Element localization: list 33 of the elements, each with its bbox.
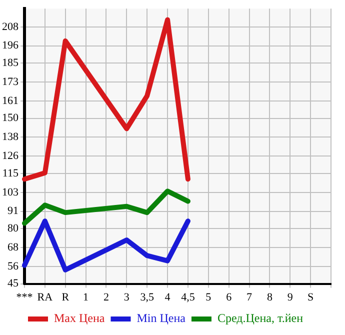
y-tick-label: 45 <box>8 278 19 290</box>
x-tick-label: R <box>62 291 70 304</box>
y-tick-label: 126 <box>2 150 19 162</box>
x-tick-label: 8 <box>266 291 273 304</box>
x-tick-label: S <box>308 291 314 304</box>
y-tick-label: 91 <box>8 205 18 218</box>
y-tick-label: 173 <box>2 76 19 88</box>
x-tick-label: *** <box>16 291 33 304</box>
y-tick-label: 150 <box>2 112 19 124</box>
y-tick-label: 56 <box>8 260 19 272</box>
y-tick-label: 103 <box>2 186 19 198</box>
y-tick-label: 196 <box>2 40 19 52</box>
y-tick-label: 138 <box>2 131 19 144</box>
legend-label: Min Цена <box>136 311 186 326</box>
x-tick-label: 1 <box>83 291 89 304</box>
y-tick-label: 115 <box>2 167 19 180</box>
x-tick-label: 4,5 <box>181 291 196 304</box>
x-tick-label: 6 <box>226 291 232 304</box>
x-tick-label: 9 <box>287 291 294 304</box>
y-tick-label: 185 <box>2 57 19 70</box>
y-tick-label: 68 <box>8 241 19 254</box>
x-tick-label: 5 <box>206 291 212 304</box>
x-tick-label: 7 <box>246 291 253 304</box>
y-tick-label: 208 <box>2 20 19 33</box>
legend-label: Сред.Цена, т.йен <box>217 311 304 326</box>
x-tick-label: 3,5 <box>140 291 154 304</box>
x-tick-label: 4 <box>164 291 171 304</box>
x-tick-label: 2 <box>103 291 109 304</box>
y-tick-label: 80 <box>8 222 19 235</box>
x-tick-label: RA <box>37 291 53 304</box>
x-tick-label: 3 <box>124 291 130 304</box>
y-tick-label: 161 <box>2 94 18 107</box>
legend-label: Max Цена <box>54 311 106 326</box>
